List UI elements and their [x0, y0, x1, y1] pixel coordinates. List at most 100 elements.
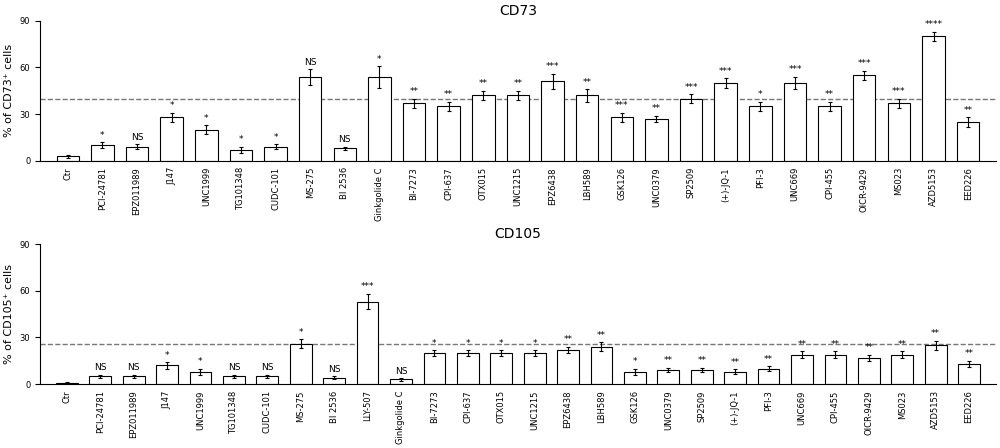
Bar: [357, 302, 378, 384]
Y-axis label: % of CD105⁺ cells: % of CD105⁺ cells: [4, 264, 14, 364]
Bar: [424, 353, 445, 384]
Bar: [156, 366, 178, 384]
Text: NS: NS: [328, 365, 340, 374]
Bar: [256, 376, 278, 384]
Text: ***: ***: [788, 65, 802, 74]
Bar: [223, 376, 245, 384]
Text: **: **: [898, 340, 907, 349]
Text: ***: ***: [857, 59, 871, 68]
Text: *: *: [758, 90, 763, 99]
Text: **: **: [597, 331, 606, 340]
Bar: [437, 106, 460, 161]
Text: *: *: [169, 101, 174, 110]
Text: **: **: [764, 355, 773, 364]
Text: NS: NS: [94, 363, 106, 372]
Bar: [888, 103, 910, 161]
Bar: [557, 350, 579, 384]
Text: NS: NS: [261, 363, 274, 372]
Bar: [390, 379, 412, 384]
Text: NS: NS: [339, 135, 351, 144]
Bar: [524, 353, 546, 384]
Bar: [160, 117, 183, 161]
Bar: [691, 370, 713, 384]
Bar: [657, 370, 679, 384]
Bar: [818, 106, 841, 161]
Bar: [368, 77, 391, 161]
Bar: [958, 364, 980, 384]
Text: ***: ***: [546, 62, 559, 71]
Text: **: **: [831, 340, 840, 349]
Text: *: *: [198, 357, 203, 366]
Text: *: *: [273, 133, 278, 142]
Text: *: *: [633, 357, 637, 366]
Text: NS: NS: [304, 58, 316, 67]
Bar: [230, 150, 252, 161]
Text: **: **: [664, 357, 673, 366]
Text: *: *: [499, 339, 503, 348]
Bar: [89, 376, 111, 384]
Bar: [576, 95, 598, 161]
Text: **: **: [444, 90, 453, 99]
Text: **: **: [964, 106, 973, 115]
Bar: [190, 372, 211, 384]
Text: *: *: [466, 339, 470, 348]
Text: **: **: [652, 104, 661, 113]
Text: *: *: [432, 339, 437, 348]
Text: NS: NS: [127, 363, 140, 372]
Text: *: *: [532, 339, 537, 348]
Bar: [858, 358, 880, 384]
Title: CD105: CD105: [495, 228, 541, 241]
Y-axis label: % of CD73⁺ cells: % of CD73⁺ cells: [4, 44, 14, 138]
Bar: [749, 106, 772, 161]
Bar: [791, 354, 813, 384]
Bar: [591, 347, 612, 384]
Bar: [290, 344, 312, 384]
Text: ***: ***: [615, 101, 629, 110]
Bar: [784, 83, 806, 161]
Bar: [123, 376, 145, 384]
Text: *: *: [204, 114, 209, 123]
Text: NS: NS: [131, 133, 143, 142]
Bar: [724, 372, 746, 384]
Text: **: **: [864, 343, 873, 352]
Text: **: **: [825, 90, 834, 99]
Bar: [264, 147, 287, 161]
Bar: [825, 354, 846, 384]
Bar: [299, 77, 321, 161]
Bar: [611, 117, 633, 161]
Bar: [490, 353, 512, 384]
Text: **: **: [798, 340, 807, 349]
Bar: [56, 383, 78, 384]
Text: *: *: [239, 135, 243, 144]
Text: **: **: [513, 79, 522, 88]
Bar: [925, 345, 947, 384]
Text: **: **: [731, 358, 740, 367]
Bar: [758, 369, 779, 384]
Text: ****: ****: [925, 20, 943, 29]
Bar: [714, 83, 737, 161]
Text: ***: ***: [361, 283, 374, 292]
Bar: [853, 75, 875, 161]
Bar: [624, 372, 646, 384]
Text: ***: ***: [892, 87, 906, 96]
Text: *: *: [100, 131, 105, 140]
Text: **: **: [965, 349, 974, 358]
Text: *: *: [377, 55, 382, 64]
Bar: [57, 156, 79, 161]
Text: ***: ***: [719, 67, 732, 76]
Text: **: **: [564, 336, 573, 345]
Bar: [195, 129, 218, 161]
Bar: [680, 99, 702, 161]
Text: NS: NS: [228, 363, 240, 372]
Bar: [403, 103, 425, 161]
Text: NS: NS: [395, 366, 407, 375]
Bar: [507, 95, 529, 161]
Bar: [891, 354, 913, 384]
Bar: [645, 119, 668, 161]
Text: **: **: [931, 329, 940, 338]
Bar: [922, 36, 945, 161]
Text: *: *: [165, 351, 169, 360]
Text: **: **: [479, 79, 488, 88]
Bar: [323, 378, 345, 384]
Bar: [541, 82, 564, 161]
